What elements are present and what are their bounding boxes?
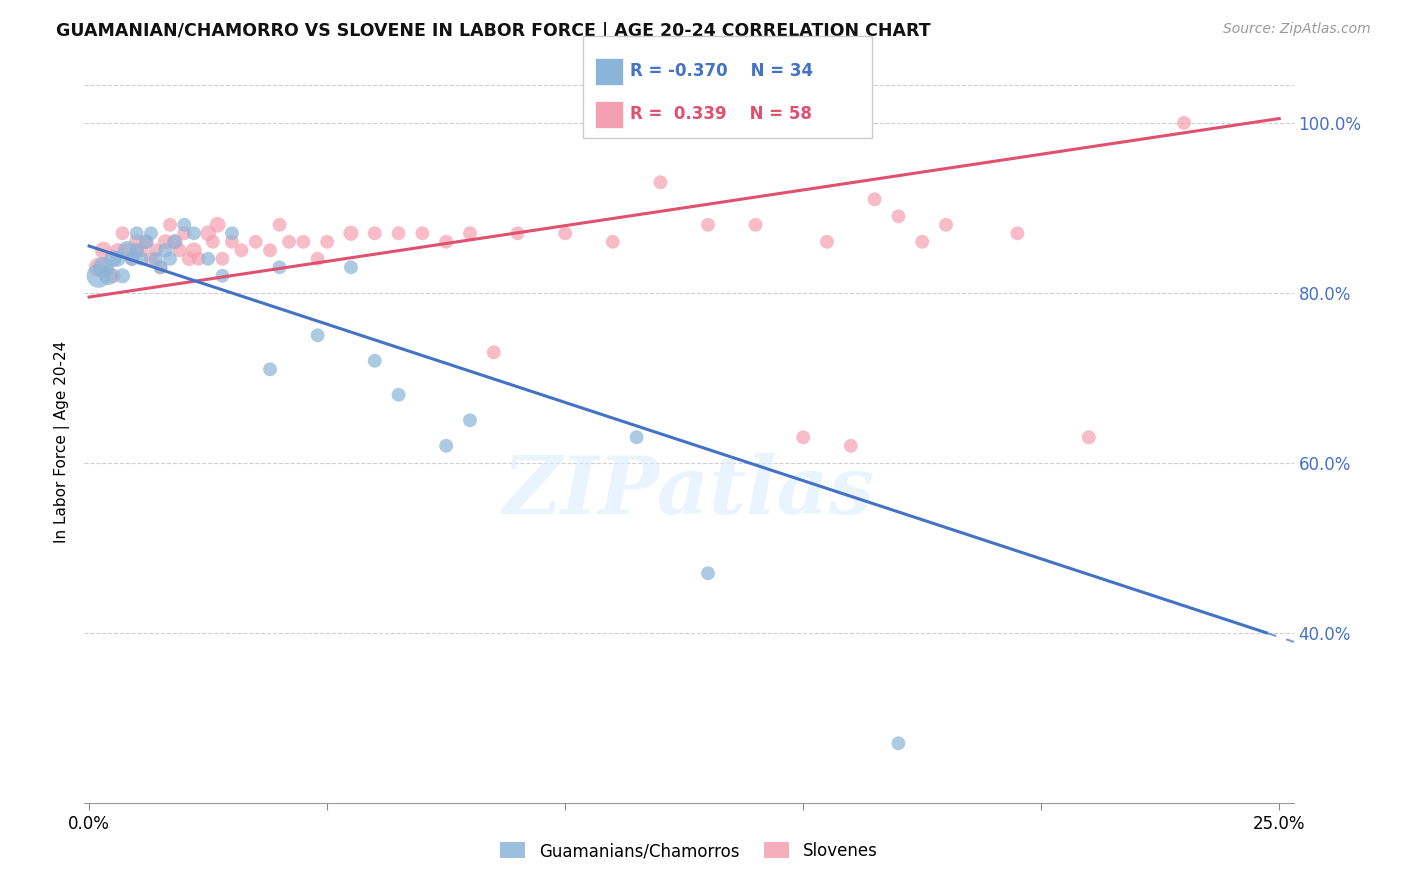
Point	[87, 260, 110, 275]
Point	[97, 268, 120, 283]
Text: Source: ZipAtlas.com: Source: ZipAtlas.com	[1223, 22, 1371, 37]
Point	[259, 362, 281, 376]
Point	[863, 192, 886, 206]
Legend: Guamanians/Chamorros, Slovenes: Guamanians/Chamorros, Slovenes	[494, 836, 884, 867]
Point	[269, 218, 291, 232]
Point	[201, 235, 224, 249]
Point	[159, 218, 181, 232]
Point	[434, 235, 457, 249]
Point	[602, 235, 624, 249]
Point	[340, 260, 363, 275]
Text: R = -0.370    N = 34: R = -0.370 N = 34	[630, 62, 813, 80]
Point	[626, 430, 648, 444]
Y-axis label: In Labor Force | Age 20-24: In Labor Force | Age 20-24	[55, 341, 70, 542]
Point	[197, 227, 219, 241]
Point	[259, 244, 281, 258]
Point	[121, 252, 143, 266]
Point	[1173, 116, 1195, 130]
Text: GUAMANIAN/CHAMORRO VS SLOVENE IN LABOR FORCE | AGE 20-24 CORRELATION CHART: GUAMANIAN/CHAMORRO VS SLOVENE IN LABOR F…	[56, 22, 931, 40]
Point	[145, 252, 167, 266]
Point	[159, 252, 181, 266]
Point	[197, 252, 219, 266]
Point	[221, 227, 243, 241]
Point	[183, 227, 205, 241]
Point	[131, 244, 153, 258]
Point	[101, 268, 124, 283]
Point	[125, 227, 148, 241]
Point	[245, 235, 267, 249]
Point	[121, 252, 143, 266]
Point	[177, 252, 200, 266]
Point	[131, 252, 153, 266]
Point	[173, 227, 195, 241]
Point	[364, 353, 387, 368]
Point	[187, 252, 209, 266]
Text: R =  0.339    N = 58: R = 0.339 N = 58	[630, 105, 811, 123]
Point	[231, 244, 253, 258]
Point	[307, 252, 329, 266]
Point	[458, 227, 481, 241]
Point	[125, 235, 148, 249]
Point	[269, 260, 291, 275]
Point	[482, 345, 505, 359]
Point	[149, 260, 172, 275]
Point	[911, 235, 934, 249]
Point	[792, 430, 814, 444]
Point	[211, 252, 233, 266]
Point	[107, 252, 129, 266]
Point	[173, 218, 195, 232]
Point	[207, 218, 229, 232]
Point	[411, 227, 433, 241]
Point	[211, 268, 233, 283]
Point	[155, 244, 177, 258]
Point	[340, 227, 363, 241]
Point	[364, 227, 387, 241]
Point	[387, 388, 409, 402]
Point	[115, 244, 138, 258]
Point	[93, 244, 115, 258]
Point	[149, 260, 172, 275]
Point	[107, 244, 129, 258]
Point	[1007, 227, 1029, 241]
Point	[815, 235, 838, 249]
Point	[169, 244, 191, 258]
Point	[163, 235, 186, 249]
Point	[292, 235, 315, 249]
Point	[307, 328, 329, 343]
Point	[115, 244, 138, 258]
Point	[935, 218, 957, 232]
Point	[221, 235, 243, 249]
Point	[163, 235, 186, 249]
Point	[387, 227, 409, 241]
Point	[697, 566, 720, 581]
Point	[458, 413, 481, 427]
Point	[139, 227, 162, 241]
Point	[506, 227, 529, 241]
Point	[101, 252, 124, 266]
Point	[183, 244, 205, 258]
Point	[1077, 430, 1099, 444]
Point	[316, 235, 339, 249]
Point	[145, 244, 167, 258]
Point	[887, 736, 910, 750]
Point	[650, 175, 672, 189]
Point	[135, 235, 157, 249]
Text: ZIPatlas: ZIPatlas	[503, 453, 875, 531]
Point	[278, 235, 301, 249]
Point	[744, 218, 766, 232]
Point	[887, 209, 910, 223]
Point	[111, 268, 134, 283]
Point	[697, 218, 720, 232]
Point	[155, 235, 177, 249]
Point	[434, 439, 457, 453]
Point	[139, 252, 162, 266]
Point	[93, 260, 115, 275]
Point	[87, 268, 110, 283]
Point	[111, 227, 134, 241]
Point	[125, 244, 148, 258]
Point	[839, 439, 862, 453]
Point	[554, 227, 576, 241]
Point	[135, 235, 157, 249]
Point	[125, 244, 148, 258]
